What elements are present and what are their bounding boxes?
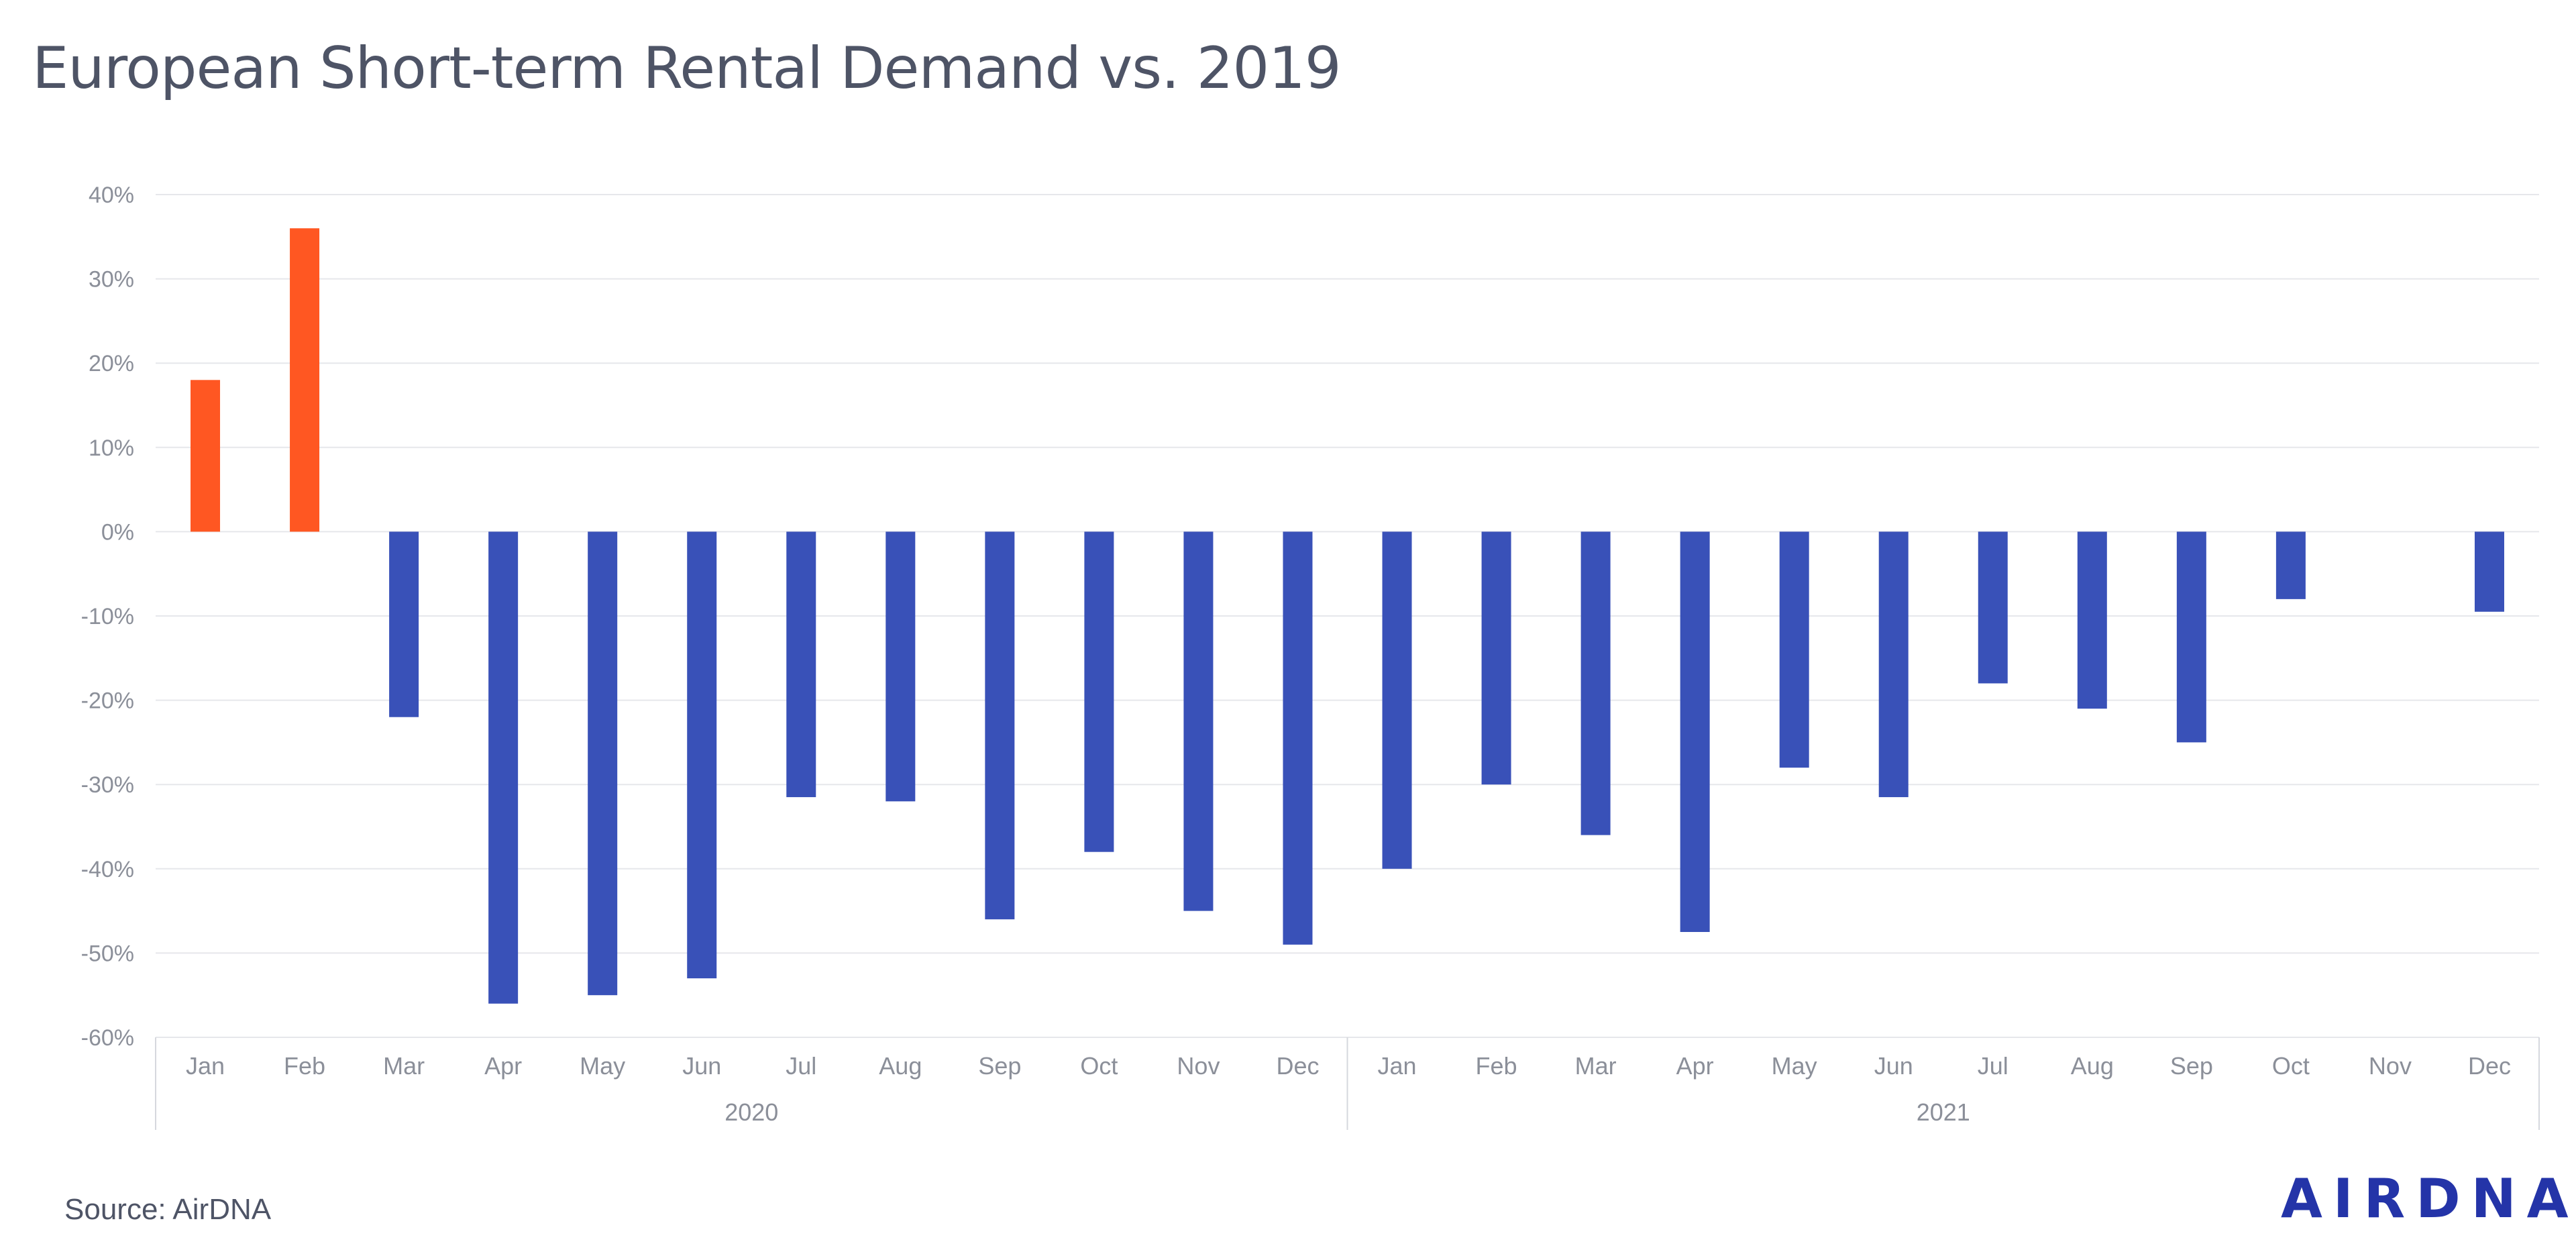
x-tick-label: Mar	[383, 1052, 425, 1080]
bar-apr-15	[1680, 531, 1710, 932]
y-tick-label: -10%	[81, 604, 134, 629]
year-group-label: 2020	[724, 1098, 778, 1126]
y-tick-label: 30%	[89, 267, 134, 293]
x-tick-label: Sep	[978, 1052, 1021, 1080]
y-tick-label: 0%	[101, 519, 134, 545]
bar-feb-1	[290, 228, 320, 532]
x-tick-label: Dec	[1276, 1052, 1319, 1080]
bar-apr-3	[488, 531, 519, 1004]
bar-may-16	[1779, 531, 1809, 768]
bar-mar-2	[389, 531, 419, 717]
airdna-logo: AIRDNA	[2281, 1167, 2576, 1230]
x-tick-label: Apr	[484, 1052, 522, 1080]
bar-jul-18	[1978, 531, 2008, 684]
bar-aug-19	[2077, 531, 2107, 709]
bars	[191, 228, 2504, 1004]
x-tick-label: Jun	[1874, 1052, 1913, 1080]
bar-nov-10	[1183, 531, 1214, 911]
x-tick-label: Jan	[186, 1052, 225, 1080]
bar-jan-0	[191, 380, 221, 532]
bar-sep-8	[985, 531, 1015, 920]
bar-jan-12	[1382, 531, 1412, 869]
bar-may-4	[588, 531, 618, 996]
source-note: Source: AirDNA	[64, 1193, 272, 1226]
y-tick-label: -20%	[81, 688, 134, 714]
x-tick-label: May	[580, 1052, 625, 1080]
x-tick-label: Feb	[284, 1052, 325, 1080]
bar-aug-7	[885, 531, 916, 802]
bar-oct-21	[2275, 531, 2306, 599]
bar-jun-17	[1878, 531, 1909, 798]
x-tick-label: Aug	[2071, 1052, 2114, 1080]
x-tick-label: May	[1772, 1052, 1817, 1080]
y-tick-label: -40%	[81, 857, 134, 882]
y-tick-label: -50%	[81, 941, 134, 966]
bar-mar-14	[1580, 531, 1611, 835]
bar-sep-20	[2176, 531, 2206, 743]
y-tick-label: 20%	[89, 351, 134, 376]
x-tick-label: Jan	[1377, 1052, 1416, 1080]
x-tick-label: Mar	[1575, 1052, 1617, 1080]
x-tick-label: Jul	[786, 1052, 816, 1080]
x-tick-label: Nov	[2369, 1052, 2412, 1080]
bar-jun-5	[687, 531, 717, 979]
x-tick-label: Oct	[2272, 1052, 2310, 1080]
x-tick-label: Jun	[682, 1052, 721, 1080]
year-group-label: 2021	[1917, 1098, 1970, 1126]
y-tick-label: -60%	[81, 1025, 134, 1051]
bar-oct-9	[1084, 531, 1114, 852]
x-tick-label: Sep	[2170, 1052, 2213, 1080]
x-tick-label: Oct	[1080, 1052, 1118, 1080]
y-axis-ticks: 40% 30% 20% 10% 0% -10% -20% -30% -40% -50% -60%	[81, 183, 134, 1051]
bar-dec-23	[2474, 531, 2504, 612]
bar-dec-11	[1283, 531, 1313, 945]
x-tick-label: Apr	[1676, 1052, 1714, 1080]
y-tick-label: 10%	[89, 435, 134, 461]
x-tick-label: Aug	[879, 1052, 922, 1080]
bar-feb-13	[1481, 531, 1511, 785]
chart-title: European Short-term Rental Demand vs. 20…	[32, 35, 1342, 102]
x-tick-label: Jul	[1978, 1052, 2008, 1080]
x-tick-label: Feb	[1476, 1052, 1517, 1080]
y-tick-label: -30%	[81, 772, 134, 798]
y-tick-label: 40%	[89, 183, 134, 208]
bar-jul-6	[786, 531, 816, 798]
x-axis: Jan Feb Mar Apr May Jun Jul Aug Sep Oct Nov Dec Jan F…	[155, 1037, 2540, 1130]
x-tick-label: Dec	[2468, 1052, 2511, 1080]
x-tick-label: Nov	[1177, 1052, 1220, 1080]
